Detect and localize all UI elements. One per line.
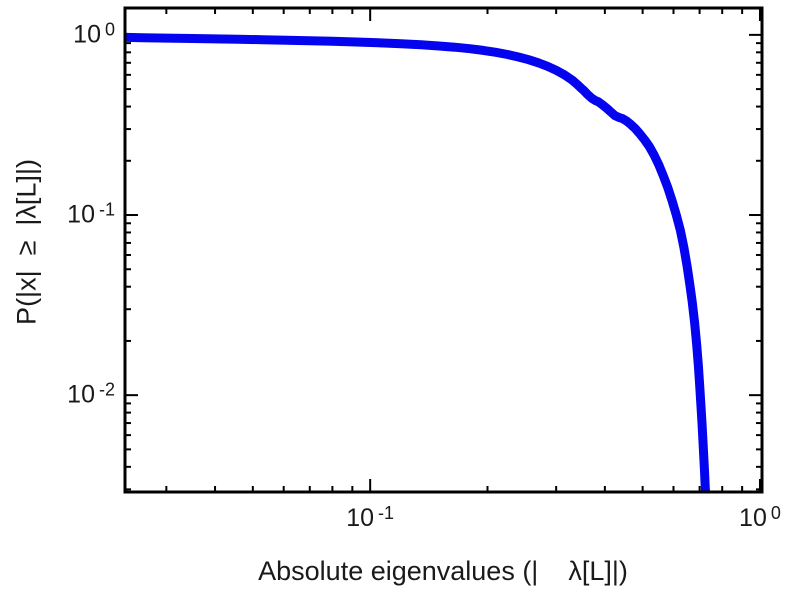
tick-exponent: 0: [770, 503, 781, 523]
tick-mantissa: 10: [67, 200, 95, 229]
tick-exponent: 0: [104, 19, 115, 40]
tick-mantissa: 10: [67, 380, 95, 409]
ccdf-curve: [124, 32, 710, 493]
plot-frame: [123, 6, 764, 494]
y-tick-label-10e-1: 10 -1: [67, 199, 115, 229]
x-tick-label-10e-1: 10 -1: [346, 503, 395, 532]
x-tick-label-10e0: 10 0: [739, 503, 781, 532]
tick-mantissa: 10: [346, 504, 375, 532]
x-axis-label: Absolute eigenvalues (| λ[L]|): [258, 556, 628, 586]
y-axis-label: P(|x| ≥ |λ[L]|): [11, 159, 42, 325]
tick-exponent: -1: [378, 503, 395, 523]
tick-exponent: -1: [98, 199, 115, 220]
tick-mantissa: 10: [739, 504, 767, 532]
tick-mantissa: 10: [73, 20, 101, 49]
tick-exponent: -2: [98, 379, 115, 400]
y-tick-label-10e-2: 10 -2: [67, 379, 115, 409]
y-tick-label-10e0: 10 0: [73, 19, 115, 49]
